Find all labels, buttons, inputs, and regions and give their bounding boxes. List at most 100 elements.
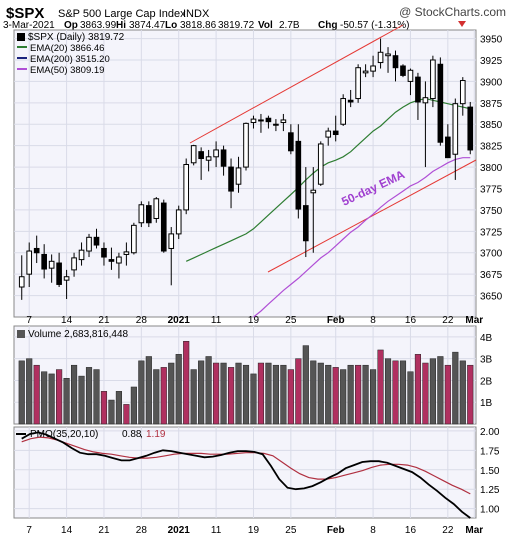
pmo-lines xyxy=(21,431,471,519)
x-tick-label: 8 xyxy=(370,525,376,536)
candle xyxy=(377,51,384,64)
x-tick-label: 16 xyxy=(405,525,417,536)
volume-bar xyxy=(190,369,197,425)
pmo-tick-label: 1.00 xyxy=(480,505,500,516)
x-tick-label: Mar xyxy=(465,315,483,326)
volume-bar xyxy=(452,351,459,425)
ema50-line xyxy=(253,157,471,318)
volume-label: Volume 2,683,816,448 xyxy=(28,329,129,340)
candle xyxy=(131,224,137,254)
volume-bar xyxy=(355,364,362,425)
volume-bar xyxy=(302,345,309,425)
volume-bar xyxy=(85,367,93,425)
legend-swatch-volume xyxy=(17,330,25,338)
price-axis: 3650 3675 3700 3725 3750 3775 3800 3825 3850 3875… xyxy=(480,35,503,303)
stats-date: 3-Mar-2021 xyxy=(3,20,55,31)
volume-tick-label: 1B xyxy=(480,398,493,409)
volume-bar xyxy=(242,364,250,425)
x-tick-label: 11 xyxy=(211,525,222,536)
x-tick-label: 14 xyxy=(61,315,73,326)
volume-bar xyxy=(26,358,33,425)
candle xyxy=(258,119,264,122)
volume-bar xyxy=(257,362,265,425)
volume-bar xyxy=(183,340,190,425)
candle xyxy=(310,189,317,194)
candle xyxy=(18,276,25,288)
candle xyxy=(392,55,399,69)
volume-bar xyxy=(325,364,332,425)
candle xyxy=(370,65,376,72)
volume-bar xyxy=(235,362,242,425)
x-tick-label: 19 xyxy=(248,315,260,326)
x-tick-label: 8 xyxy=(370,315,376,326)
x-tick-label: 11 xyxy=(211,315,222,326)
x-tick-label: 14 xyxy=(61,525,73,536)
x-tick-label: 19 xyxy=(248,525,260,536)
price-panel xyxy=(13,29,477,318)
candle xyxy=(116,256,122,264)
volume-bar xyxy=(317,362,324,425)
volume-bar xyxy=(115,391,122,425)
brand-watermark: @ StockCharts.com xyxy=(399,5,506,19)
volume-bar xyxy=(18,360,25,425)
volume-bar xyxy=(220,362,227,425)
stats-low-label: Lo xyxy=(165,20,177,31)
pmo-value-2: 1.19 xyxy=(146,429,166,440)
volume-tick-label: 3B xyxy=(480,355,493,366)
volume-bar xyxy=(100,391,108,425)
candle xyxy=(250,118,257,124)
volume-bar xyxy=(93,369,100,425)
pmo-label: PMO(35,20,10) xyxy=(30,429,98,440)
x-tick-label: Feb xyxy=(327,525,345,536)
volume-bar xyxy=(437,356,444,425)
volume-bar xyxy=(444,364,451,425)
volume-bar xyxy=(429,358,436,425)
volume-bar xyxy=(414,354,422,425)
pmo-value-1: 0.88 xyxy=(122,429,142,440)
candle xyxy=(243,122,249,168)
candle xyxy=(415,76,421,103)
candle xyxy=(146,205,152,224)
volume-bar xyxy=(370,369,377,425)
candle xyxy=(26,250,33,275)
candle xyxy=(220,149,227,167)
volume-bar xyxy=(41,371,48,425)
pmo-axis: 1.00 1.25 1.50 1.75 2.00 xyxy=(480,427,500,516)
pmo-tick-label: 1.75 xyxy=(480,446,500,457)
x-tick-label: 25 xyxy=(285,315,297,326)
x-tick-label: 7 xyxy=(26,315,32,326)
volume-bar xyxy=(377,349,384,425)
volume-bar xyxy=(227,367,235,425)
x-tick-label: 21 xyxy=(98,315,110,326)
candle xyxy=(101,247,107,258)
stats-high-label: Hi xyxy=(116,20,126,31)
pmo-tick-label: 2.00 xyxy=(480,427,500,438)
candle xyxy=(205,156,212,161)
stats-volume-label: Vol xyxy=(258,20,273,31)
candle xyxy=(437,63,444,143)
volume-bar xyxy=(138,360,145,425)
candle xyxy=(153,198,160,219)
candle xyxy=(385,53,391,57)
volume-bar xyxy=(250,373,257,425)
svg-text:,: , xyxy=(140,429,143,440)
stats-volume: 2.7B xyxy=(279,20,300,31)
price-tick-label: 3675 xyxy=(480,270,503,281)
pmo-tick-label: 1.25 xyxy=(480,485,500,496)
candle xyxy=(362,70,369,74)
candle xyxy=(138,204,145,224)
price-tick-label: 3800 xyxy=(480,163,503,174)
stats-open: 3863.99 xyxy=(80,20,117,31)
volume-bar xyxy=(198,360,205,425)
candle xyxy=(302,205,309,242)
volume-bar xyxy=(332,367,339,425)
volume-bar xyxy=(63,378,70,425)
down-arrow-icon xyxy=(458,21,466,27)
candle xyxy=(228,166,234,192)
stats-change: -50.57 (-1.31%) xyxy=(340,20,409,31)
legend-ema50: EMA(50) 3809.19 xyxy=(30,65,104,76)
x-tick-label: 22 xyxy=(442,525,454,536)
candle xyxy=(355,67,361,100)
candle xyxy=(422,97,429,104)
x-tick-label: Feb xyxy=(327,315,345,326)
